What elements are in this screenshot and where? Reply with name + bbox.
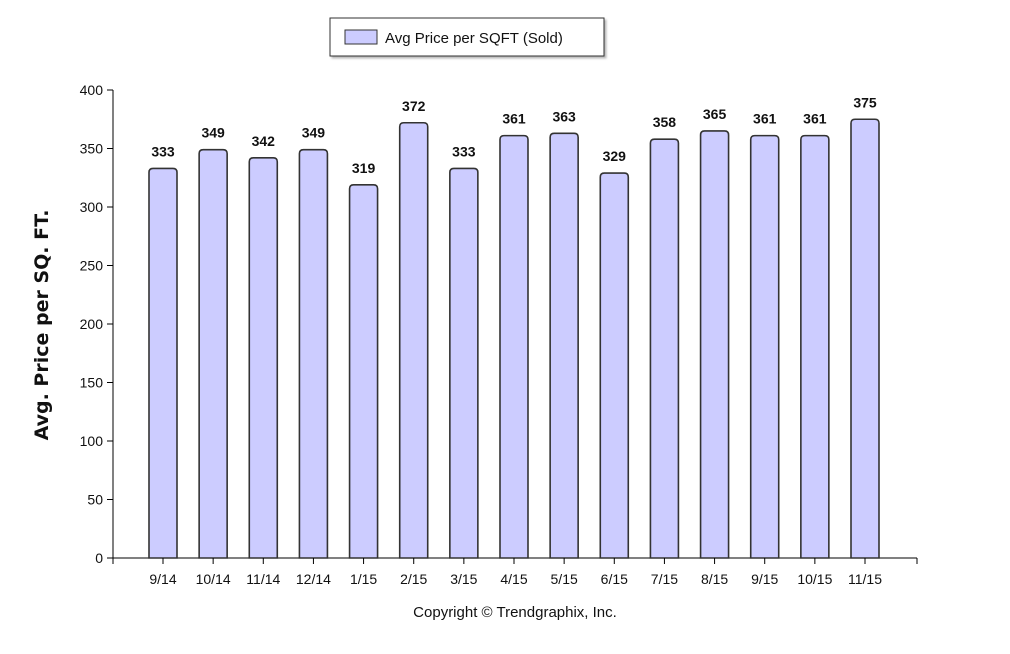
bar — [248, 157, 279, 559]
bar — [148, 167, 178, 559]
y-tick-label: 400 — [80, 82, 104, 98]
x-tick-label: 11/14 — [246, 571, 280, 587]
legend: Avg Price per SQFT (Sold) — [329, 17, 605, 57]
bar — [649, 138, 680, 559]
x-tick-label: 10/15 — [797, 571, 832, 587]
y-tick-label: 350 — [80, 141, 104, 157]
data-label: 372 — [402, 98, 426, 114]
bar — [348, 183, 379, 559]
data-label: 361 — [502, 111, 526, 127]
data-label: 375 — [853, 94, 877, 110]
y-tick-label: 100 — [80, 433, 104, 449]
copyright-text: Copyright © Trendgraphix, Inc. — [413, 604, 617, 621]
bar — [198, 148, 228, 559]
y-tick-label: 300 — [80, 199, 104, 215]
y-axis-ticks: 0 50 100 150 200 250 300 350 400 — [80, 82, 113, 566]
bar — [549, 132, 579, 559]
bars — [148, 118, 880, 559]
x-tick-label: 4/15 — [500, 571, 527, 587]
data-label: 342 — [252, 133, 276, 149]
x-tick-label: 6/15 — [601, 571, 628, 587]
bar — [749, 134, 780, 559]
bar — [699, 130, 730, 559]
bar — [800, 134, 830, 559]
y-tick-label: 0 — [95, 550, 103, 566]
x-tick-label: 1/15 — [350, 571, 377, 587]
x-tick-label: 12/14 — [296, 571, 331, 587]
bar — [599, 172, 630, 559]
bar — [499, 134, 529, 559]
data-label: 333 — [452, 143, 476, 159]
data-label: 349 — [302, 125, 326, 141]
bar — [850, 118, 880, 559]
x-tick-label: 3/15 — [450, 571, 477, 587]
bar — [298, 148, 329, 559]
x-tick-label: 9/15 — [751, 571, 778, 587]
bar — [449, 167, 479, 559]
x-axis-ticks: 9/14 10/14 11/14 12/14 1/15 2/15 3/15 4/15 5/15 6… — [112, 558, 918, 587]
y-tick-label: 200 — [80, 316, 104, 332]
y-tick-label: 150 — [80, 375, 104, 391]
data-label: 363 — [552, 108, 576, 124]
x-tick-label: 7/15 — [651, 571, 678, 587]
data-label: 319 — [352, 160, 376, 176]
x-tick-label: 11/15 — [848, 571, 882, 587]
data-label: 365 — [703, 106, 727, 122]
x-tick-label: 5/15 — [551, 571, 578, 587]
x-tick-label: 8/15 — [701, 571, 728, 587]
data-label: 349 — [201, 125, 225, 141]
data-labels: 333 349 342 349 319 372 333 361 363 329 358 365 361 3… — [151, 94, 877, 176]
data-label: 333 — [151, 143, 175, 159]
data-label: 329 — [603, 148, 627, 164]
data-label: 358 — [653, 114, 677, 130]
y-tick-label: 250 — [80, 258, 104, 274]
data-label: 361 — [803, 111, 827, 127]
bar — [398, 121, 429, 559]
legend-swatch — [344, 29, 378, 45]
x-tick-label: 2/15 — [400, 571, 427, 587]
y-axis-title: Avg. Price per SQ. FT. — [31, 210, 53, 441]
x-tick-label: 10/14 — [196, 571, 231, 587]
data-label: 361 — [753, 111, 777, 127]
legend-label: Avg Price per SQFT (Sold) — [385, 30, 563, 47]
x-tick-label: 9/14 — [149, 571, 176, 587]
y-tick-label: 50 — [87, 492, 103, 508]
